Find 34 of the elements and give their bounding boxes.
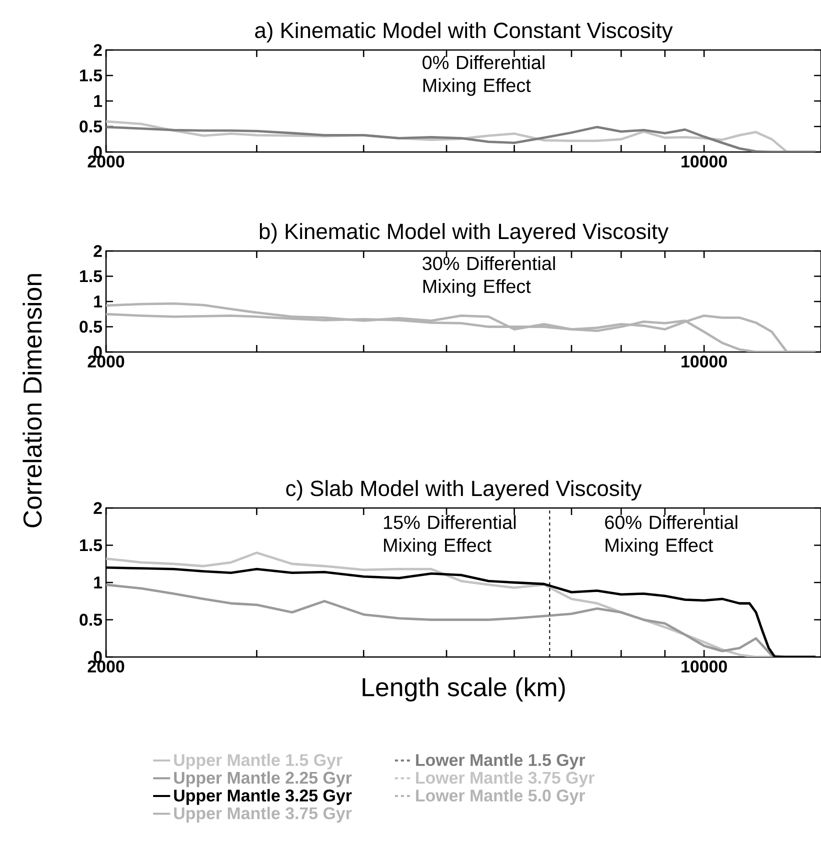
chart-title: c) Slab Model with Layered Viscosity bbox=[286, 480, 642, 501]
legend-label: Lower Mantle 5.0 Gyr bbox=[416, 789, 586, 805]
annotation: 0% Differential Mixing Effect bbox=[422, 55, 544, 96]
legend-label: Upper Mantle 1.5 Gyr bbox=[174, 754, 342, 770]
y-tick-label: 1 bbox=[94, 576, 102, 588]
chart-title: b) Kinematic Model with Layered Viscosity bbox=[260, 223, 669, 244]
y-tick-label: 0.5 bbox=[80, 120, 102, 133]
annotation: 30% Differential Mixing Effect bbox=[422, 256, 555, 297]
y-tick-label: 1.5 bbox=[80, 270, 102, 282]
legend-label: Lower Mantle 1.5 Gyr bbox=[416, 754, 586, 770]
x-axis-title: Length scale (km) bbox=[362, 677, 565, 702]
y-tick-label: 1.5 bbox=[80, 539, 102, 552]
legend-label: Upper Mantle 3.75 Gyr bbox=[174, 806, 352, 823]
x-tick-label: 2000 bbox=[88, 156, 124, 168]
y-tick-label: 2 bbox=[94, 502, 102, 514]
y-tick-label: 2 bbox=[94, 245, 102, 257]
y-tick-label: 1 bbox=[94, 296, 102, 308]
x-tick-label: 2000 bbox=[88, 660, 124, 673]
legend-label: Lower Mantle 3.75 Gyr bbox=[416, 771, 594, 788]
x-tick-label: 2000 bbox=[88, 356, 124, 368]
legend-label: Upper Mantle 3.25 Gyr bbox=[174, 789, 352, 805]
y-tick-label: 2 bbox=[94, 44, 102, 56]
y-tick-label: 0.5 bbox=[80, 614, 102, 626]
x-tick-label: 10000 bbox=[682, 156, 727, 168]
x-tick-label: 10000 bbox=[682, 660, 727, 673]
annotation: 60% Differential Mixing Effect bbox=[605, 515, 738, 556]
x-tick-label: 10000 bbox=[682, 356, 727, 368]
legend-label: Upper Mantle 2.25 Gyr bbox=[174, 771, 352, 788]
y-tick-label: 0.5 bbox=[80, 320, 102, 333]
y-axis-title: Correlation Dimension bbox=[22, 274, 42, 528]
y-tick-label: 1 bbox=[94, 95, 102, 107]
annotation: 15% Differential Mixing Effect bbox=[384, 515, 516, 556]
chart-title: a) Kinematic Model with Constant Viscosity bbox=[255, 22, 673, 43]
y-tick-label: 1.5 bbox=[80, 70, 102, 82]
